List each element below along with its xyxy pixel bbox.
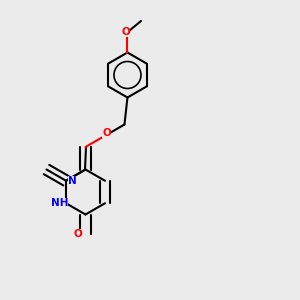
Text: O: O	[122, 27, 130, 37]
Text: O: O	[74, 229, 82, 238]
Text: O: O	[102, 128, 111, 138]
Text: NH: NH	[51, 198, 68, 208]
Text: N: N	[68, 176, 76, 186]
